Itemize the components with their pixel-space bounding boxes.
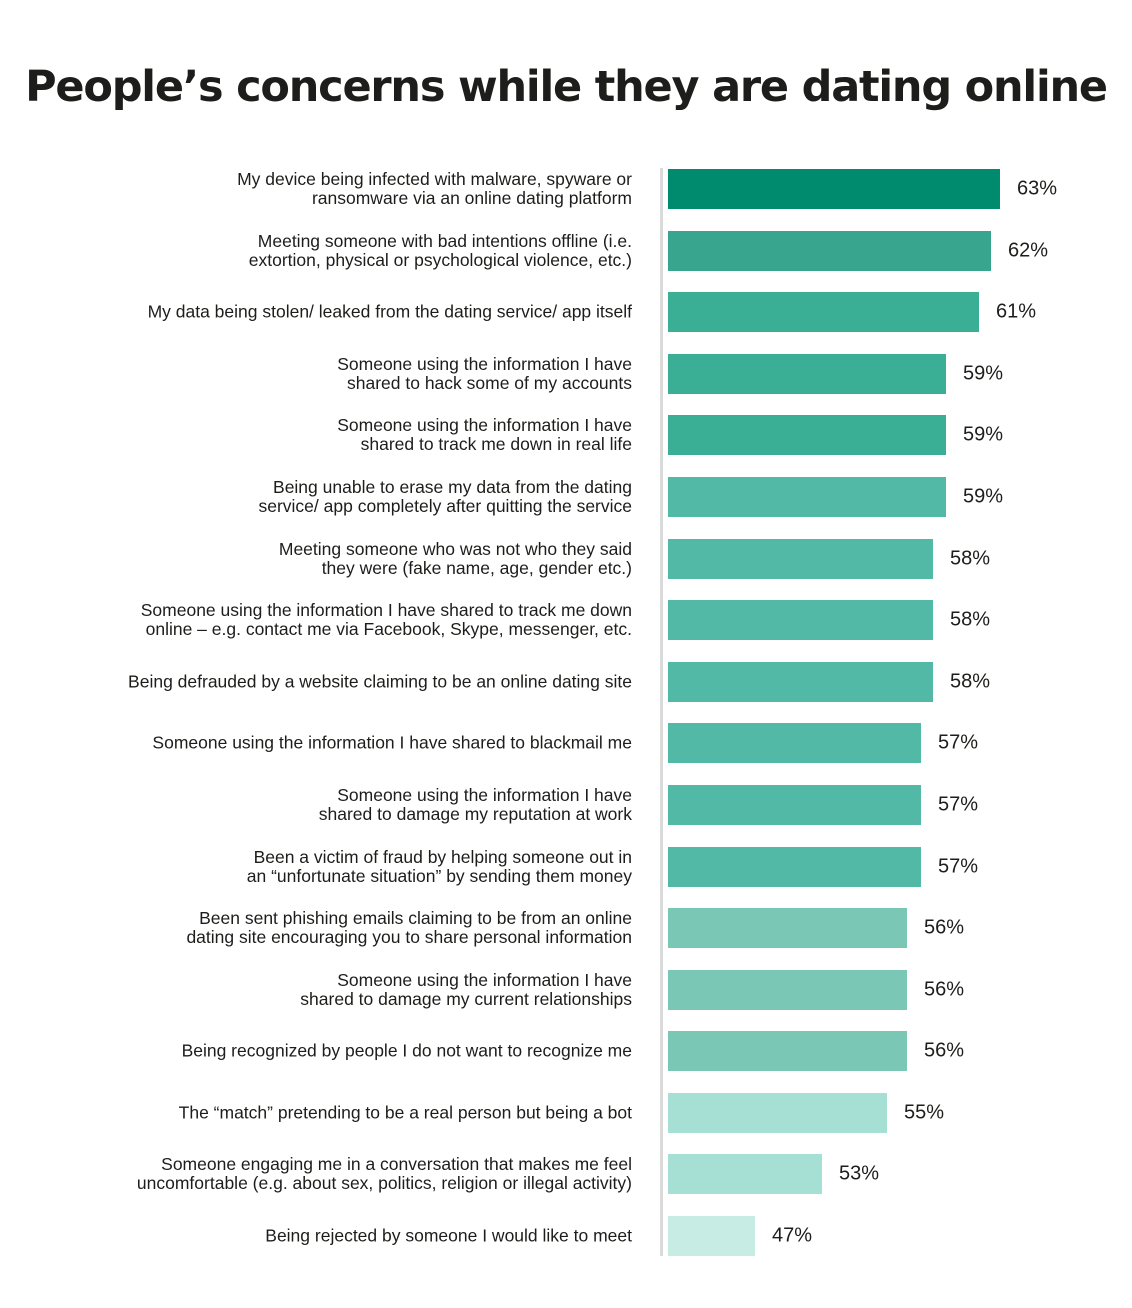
bar-value: 61%: [996, 300, 1037, 323]
bar-row: Someone using the information I have shar…: [0, 415, 1132, 455]
bar-value: 58%: [950, 547, 991, 570]
bar-row: My device being infected with malware, s…: [0, 169, 1132, 209]
bar-label: Someone using the information I have sha…: [140, 600, 632, 639]
bar-label: Someone using the information I have shar…: [337, 354, 632, 393]
bar-row: Being recognized by people I do not want…: [0, 1031, 1132, 1071]
bar-value: 55%: [904, 1101, 945, 1124]
bar-label: Being rejected by someone I would like t…: [265, 1225, 632, 1246]
bar-label: My device being infected with malware, s…: [237, 169, 632, 208]
bar-row: Being rejected by someone I would like t…: [0, 1216, 1132, 1256]
bar-label: Been sent phishing emails claiming to be…: [186, 908, 632, 947]
bar-row: Being unable to erase my data from the d…: [0, 477, 1132, 517]
bar-label: Someone using the information I have shar…: [337, 415, 632, 454]
bar-value: 53%: [839, 1162, 880, 1185]
bar-row: Been sent phishing emails claiming to be…: [0, 908, 1132, 948]
bar-label: Being recognized by people I do not want…: [181, 1040, 632, 1061]
bar: [668, 415, 946, 455]
bar: [668, 231, 991, 271]
y-axis-line: [660, 168, 663, 1256]
bar-label: Being defrauded by a website claiming to…: [128, 671, 632, 692]
bar-value: 59%: [963, 362, 1004, 385]
bar-value: 58%: [950, 608, 991, 631]
bar-row: Meeting someone with bad intentions offl…: [0, 231, 1132, 271]
bar-row: Someone using the information I have sha…: [0, 600, 1132, 640]
bar: [668, 847, 921, 887]
bar-value: 63%: [1017, 177, 1058, 200]
bar-value: 57%: [938, 793, 979, 816]
bar: [668, 354, 946, 394]
bar: [668, 292, 979, 332]
bar-value: 62%: [1008, 239, 1049, 262]
bar: [668, 169, 1000, 209]
bar-label: Someone using the information I have shar…: [300, 970, 632, 1009]
bar-label: My data being stolen/ leaked from the da…: [147, 301, 632, 322]
bar-label: Being unable to erase my data from the d…: [258, 477, 632, 516]
bar-row: Meeting someone who was not who they sai…: [0, 539, 1132, 579]
chart-title: People’s concerns while they are dating …: [25, 62, 1108, 112]
bar-row: Being defrauded by a website claiming to…: [0, 662, 1132, 702]
bar-row: Someone using the information I have shar…: [0, 354, 1132, 394]
bar-row: Someone using the information I have shar…: [0, 785, 1132, 825]
bar: [668, 1031, 907, 1071]
bar-label: The “match” pretending to be a real pers…: [178, 1102, 632, 1123]
bar: [668, 970, 907, 1010]
bar: [668, 662, 933, 702]
bar-label: Meeting someone who was not who they sai…: [278, 539, 632, 578]
bar-row: Someone using the information I have sha…: [0, 723, 1132, 763]
bar: [668, 1216, 755, 1256]
bar-label: Meeting someone with bad intentions offl…: [248, 231, 632, 270]
bar-label: Someone using the information I have shar…: [318, 785, 632, 824]
bar-value: 59%: [963, 423, 1004, 446]
bar-value: 58%: [950, 670, 991, 693]
bar-label: Someone engaging me in a conversation th…: [136, 1154, 632, 1193]
bar-row: My data being stolen/ leaked from the da…: [0, 292, 1132, 332]
bar-value: 59%: [963, 485, 1004, 508]
bar: [668, 1093, 887, 1133]
bar-value: 56%: [924, 978, 965, 1001]
bar: [668, 1154, 822, 1194]
bar-value: 56%: [924, 916, 965, 939]
bar-value: 57%: [938, 731, 979, 754]
bar-row: Someone using the information I have shar…: [0, 970, 1132, 1010]
bar-value: 56%: [924, 1039, 965, 1062]
bar-value: 57%: [938, 855, 979, 878]
bar: [668, 477, 946, 517]
bar: [668, 600, 933, 640]
bar: [668, 785, 921, 825]
bar-row: Someone engaging me in a conversation th…: [0, 1154, 1132, 1194]
bar-label: Someone using the information I have sha…: [152, 732, 632, 753]
bar-label: Been a victim of fraud by helping someon…: [246, 847, 632, 886]
bar: [668, 908, 907, 948]
bar: [668, 539, 933, 579]
bar-row: Been a victim of fraud by helping someon…: [0, 847, 1132, 887]
bar-row: The “match” pretending to be a real pers…: [0, 1093, 1132, 1133]
bar: [668, 723, 921, 763]
bar-value: 47%: [772, 1224, 813, 1247]
